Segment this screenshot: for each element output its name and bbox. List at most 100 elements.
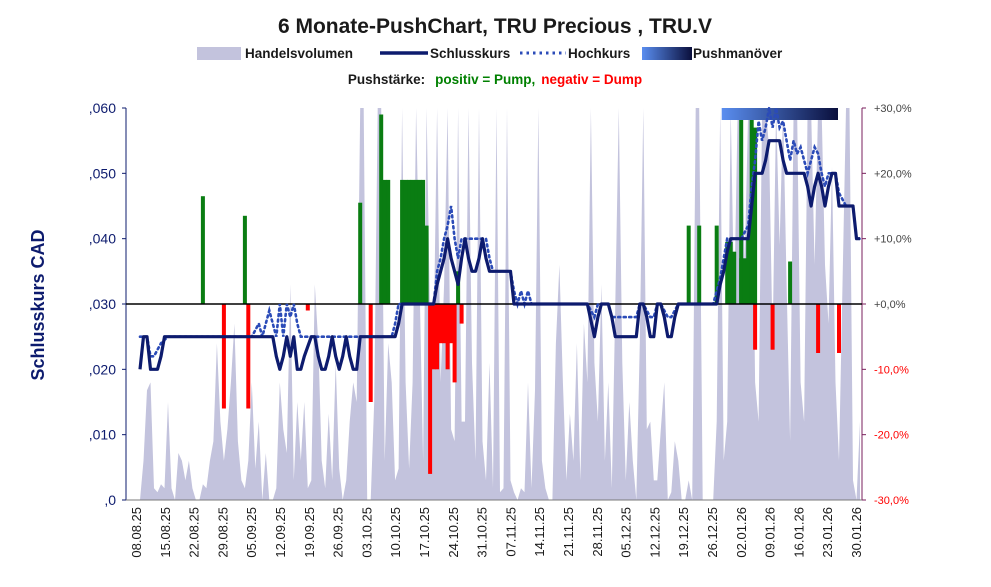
volume-area: [140, 108, 860, 500]
y-tick-right: +20,0%: [874, 168, 912, 180]
push-bar-pump: [725, 241, 730, 304]
x-tick-label: 14.11.25: [532, 507, 547, 557]
push-bar-pump: [200, 196, 205, 304]
push-bar-dump: [368, 304, 373, 402]
x-tick-label: 03.10.25: [359, 507, 374, 558]
legend-label-volume: Handelsvolumen: [245, 46, 353, 61]
push-bar-dump: [221, 304, 226, 409]
push-bar-pump: [456, 271, 461, 304]
x-tick-label: 07.11.25: [503, 507, 518, 557]
push-bar-dump: [753, 304, 758, 350]
y-tick-right: +10,0%: [874, 234, 912, 246]
y-tick-right: -20,0%: [874, 430, 909, 442]
push-maneuver-bar: [721, 108, 838, 120]
push-bar-pump: [379, 114, 384, 304]
x-tick-label: 05.12.25: [619, 507, 634, 558]
push-bar-pump: [386, 179, 391, 304]
y-tick-left: ,040: [89, 231, 116, 247]
push-bar-dump: [246, 304, 251, 409]
push-bar-pump: [742, 258, 747, 304]
x-tick-label: 08.08.25: [129, 507, 144, 558]
y-tick-left: ,060: [89, 100, 116, 116]
x-tick-label: 12.12.25: [647, 507, 662, 558]
x-tick-label: 17.10.25: [417, 507, 432, 558]
push-bar-pump: [410, 179, 415, 304]
push-bar-pump: [403, 179, 408, 304]
y-tick-right: -10,0%: [874, 364, 909, 376]
subtitle-positive: positiv = Pump,: [435, 72, 535, 87]
y-axis-label: Schlusskurs CAD: [28, 229, 48, 380]
subtitle-negative: negativ = Dump: [541, 72, 642, 87]
high-price-line: [138, 107, 862, 358]
x-tick-label: 28.11.25: [590, 507, 605, 557]
y-tick-right: +0,0%: [874, 299, 906, 311]
x-tick-label: 24.10.25: [446, 507, 461, 558]
push-bar-dump: [428, 304, 433, 474]
x-tick-label: 19.09.25: [302, 507, 317, 558]
push-bar-pump: [424, 225, 429, 304]
x-tick-label: 15.08.25: [158, 507, 173, 558]
x-tick-label: 26.12.25: [705, 507, 720, 558]
push-bar-dump: [442, 304, 447, 344]
push-bar-dump: [435, 304, 440, 370]
y-tick-left: ,050: [89, 165, 116, 181]
push-bar-pump: [739, 108, 744, 304]
legend-label-close: Schlusskurs: [430, 46, 510, 61]
y-tick-right: -30,0%: [874, 495, 909, 507]
y-tick-left: ,030: [89, 296, 116, 312]
x-tick-label: 26.09.25: [331, 507, 346, 558]
x-tick-label: 02.01.26: [734, 507, 749, 558]
push-bar-dump: [816, 304, 821, 353]
x-tick-label: 09.01.26: [763, 507, 778, 558]
push-bar-dump: [452, 304, 457, 383]
push-bar-layer: [200, 108, 841, 474]
push-bar-pump: [400, 179, 405, 304]
x-tick-label: 31.10.25: [475, 507, 490, 558]
subtitle-prefix: Pushstärke:: [348, 72, 425, 87]
x-tick-label: 30.01.26: [849, 507, 864, 558]
x-tick-label: 05.09.25: [244, 507, 259, 558]
push-bar-pump: [714, 225, 719, 304]
push-bar-pump: [697, 225, 702, 304]
legend-label-high: Hochkurs: [568, 46, 630, 61]
y-tick-left: ,020: [89, 361, 116, 377]
x-tick-label: 10.10.25: [388, 507, 403, 558]
price-lines-layer: [138, 107, 862, 371]
push-bar-pump: [753, 127, 758, 304]
push-bar-dump: [837, 304, 841, 353]
push-bar-pump: [788, 261, 793, 304]
chart-title: 6 Monate-PushChart, TRU Precious , TRU.V: [278, 15, 712, 38]
push-bar-pump: [421, 179, 426, 304]
y-tick-left: ,0: [104, 492, 116, 508]
push-bar-dump: [449, 304, 454, 344]
x-tick-label: 23.01.26: [820, 507, 835, 558]
push-bar-pump: [382, 179, 387, 304]
x-tick-label: 29.08.25: [215, 507, 230, 558]
y-tick-left: ,010: [89, 427, 116, 443]
x-tick-label: 12.09.25: [273, 507, 288, 558]
x-tick-label: 22.08.25: [187, 507, 202, 558]
push-bar-dump: [770, 304, 775, 350]
push-bar-dump: [459, 304, 464, 324]
push-bar-pump: [746, 238, 751, 304]
push-bar-dump: [438, 304, 443, 344]
push-bar-pump: [732, 251, 737, 304]
push-bar-dump: [305, 304, 310, 311]
legend-label-push: Pushmanöver: [693, 46, 783, 61]
legend-swatch-push: [642, 47, 692, 60]
push-bar-pump: [358, 202, 363, 304]
push-bar-pump: [417, 179, 422, 304]
legend: Handelsvolumen Schlusskurs Hochkurs Push…: [197, 46, 783, 61]
y-tick-right: +30,0%: [874, 103, 912, 115]
push-bar-dump: [445, 304, 450, 370]
push-bar-pump: [686, 225, 691, 304]
x-tick-label: 21.11.25: [561, 507, 576, 557]
volume-layer: [140, 108, 860, 500]
push-bar-dump: [431, 304, 436, 370]
push-strength-subtitle: Pushstärke: positiv = Pump, negativ = Dump: [348, 72, 642, 87]
push-bar-pump: [407, 179, 412, 304]
legend-swatch-volume: [197, 47, 241, 60]
push-bar-pump: [728, 241, 733, 304]
